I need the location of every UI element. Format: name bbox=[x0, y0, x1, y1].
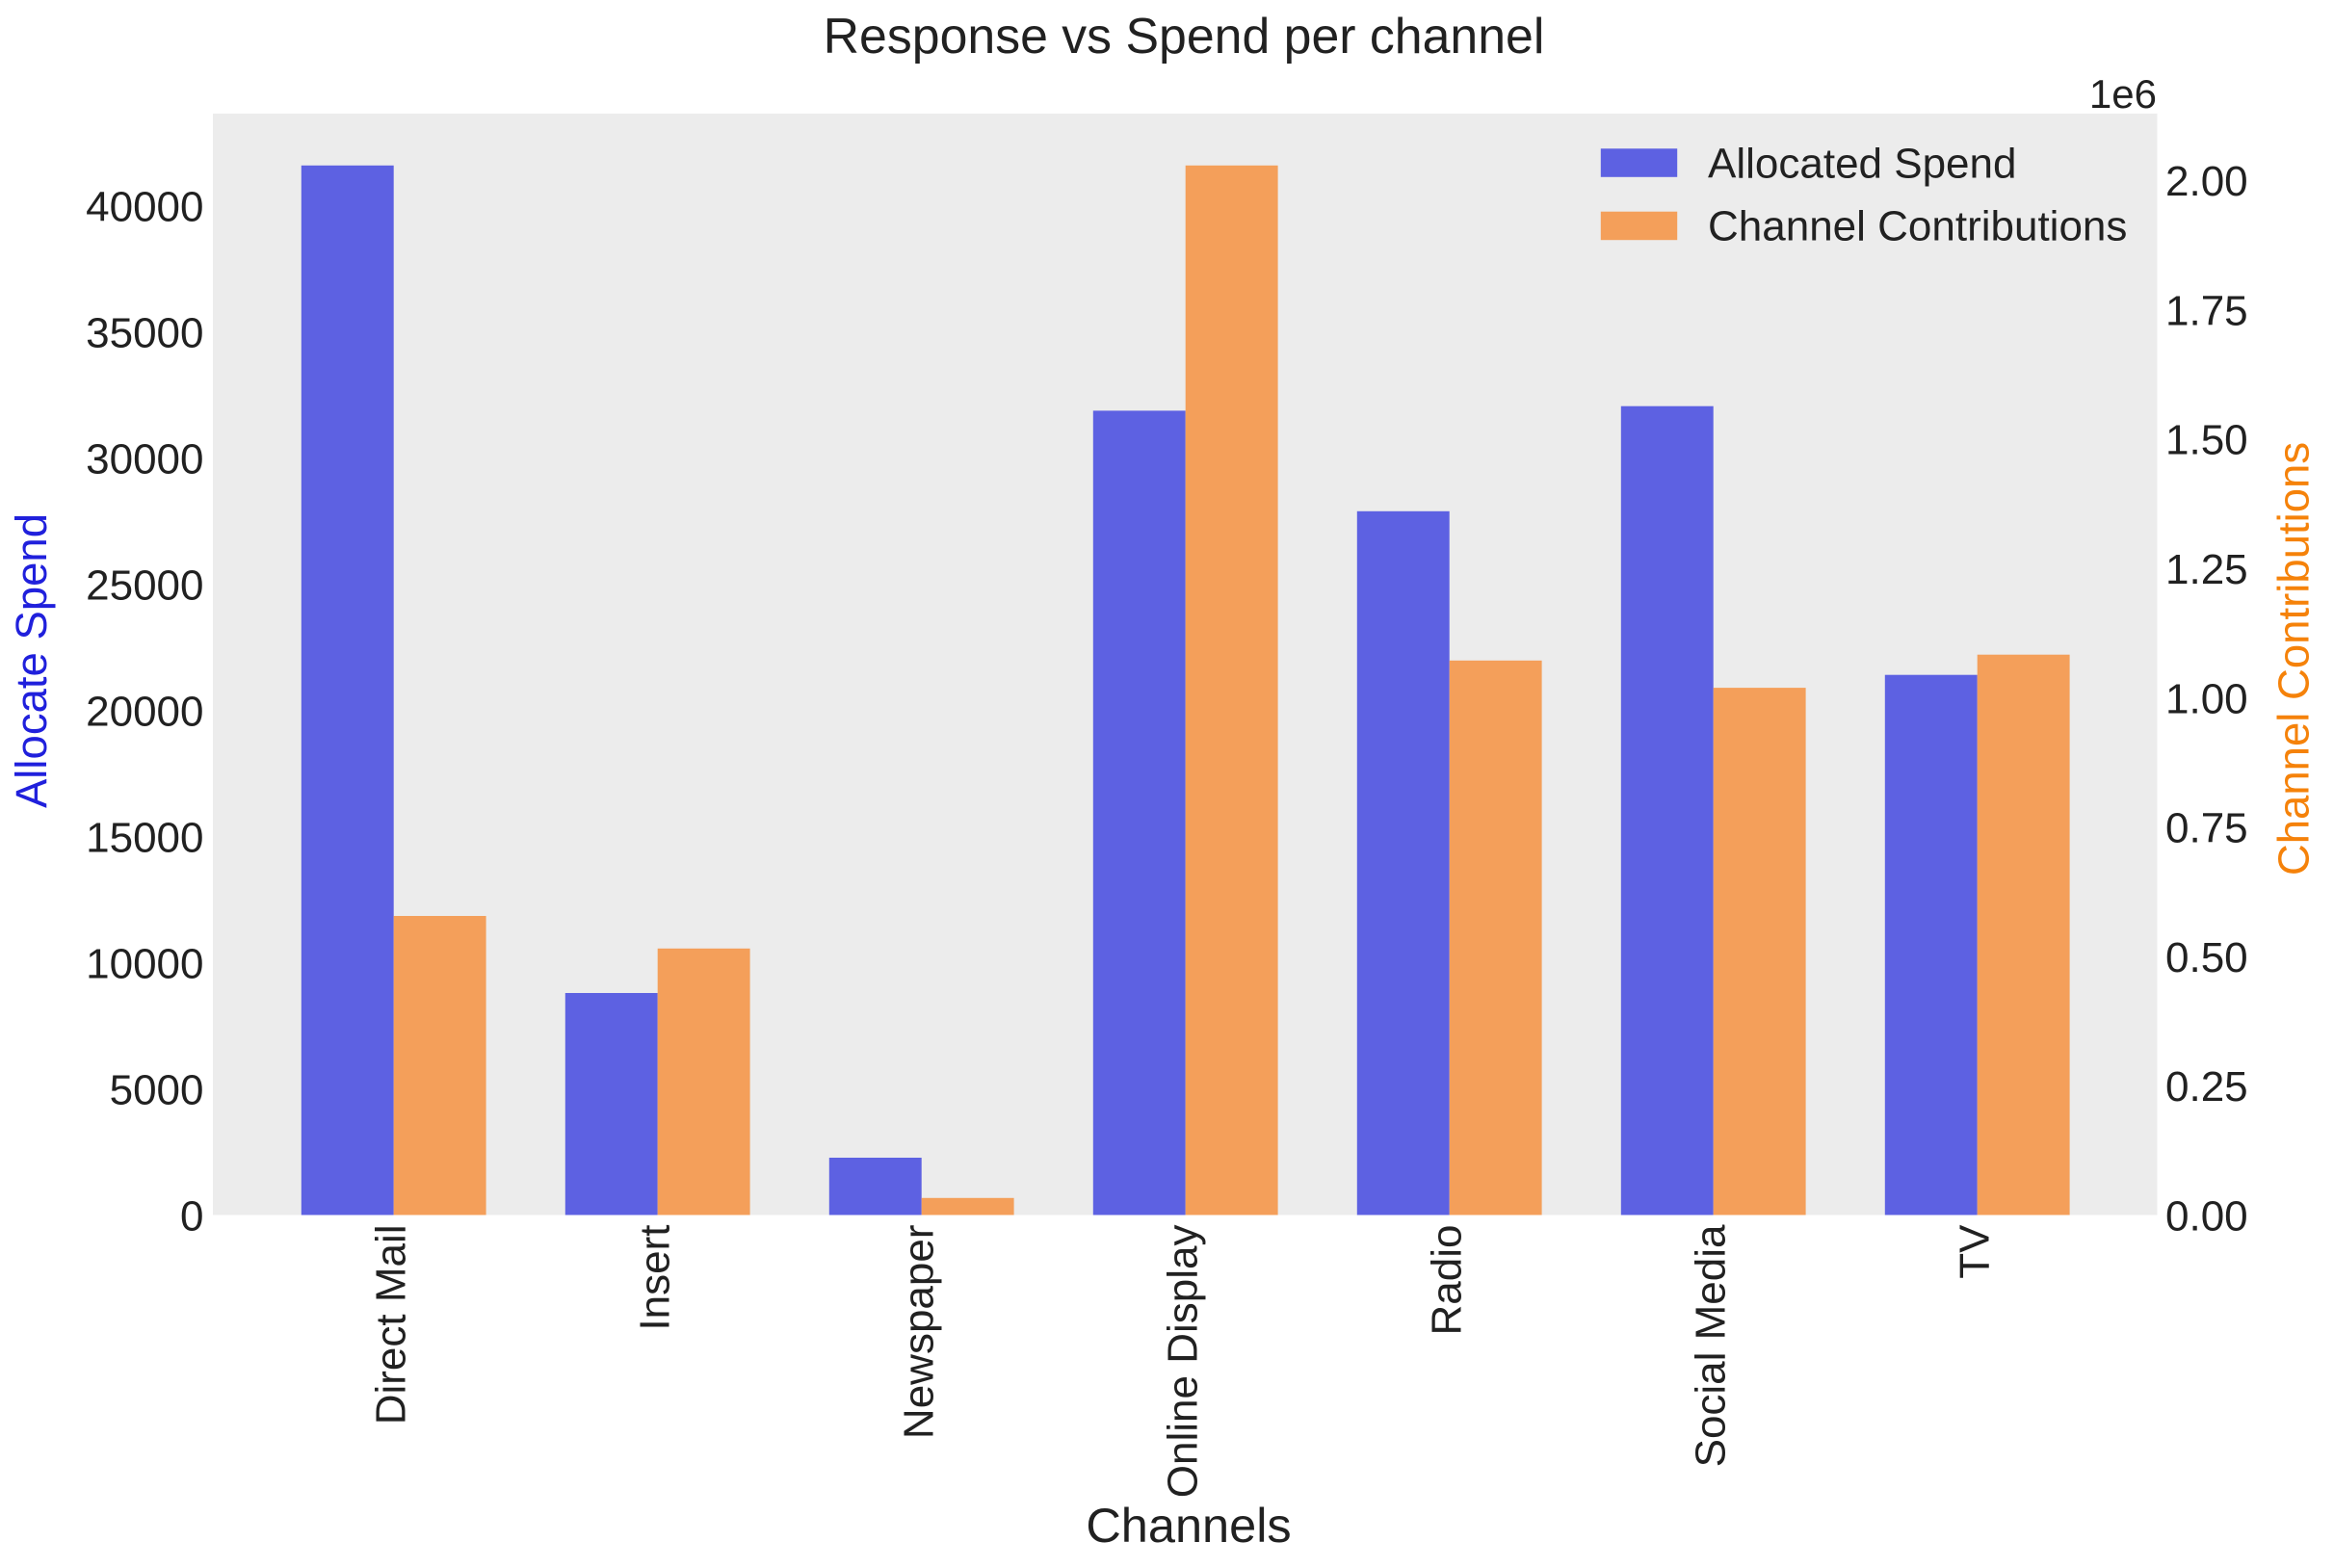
svg-text:Newspaper: Newspaper bbox=[896, 1225, 943, 1440]
svg-text:2.00: 2.00 bbox=[2165, 158, 2248, 205]
svg-text:25000: 25000 bbox=[86, 562, 203, 609]
svg-text:20000: 20000 bbox=[86, 689, 203, 736]
svg-text:10000: 10000 bbox=[86, 941, 203, 988]
svg-text:30000: 30000 bbox=[86, 435, 203, 483]
svg-text:0.50: 0.50 bbox=[2165, 934, 2248, 981]
svg-text:1.75: 1.75 bbox=[2165, 287, 2248, 334]
svg-text:Channels: Channels bbox=[1086, 1498, 1291, 1553]
svg-text:TV: TV bbox=[1952, 1224, 1999, 1279]
svg-text:40000: 40000 bbox=[86, 183, 203, 230]
svg-text:Social Media: Social Media bbox=[1688, 1224, 1735, 1467]
svg-text:Radio: Radio bbox=[1424, 1225, 1471, 1336]
svg-text:Direct Mail: Direct Mail bbox=[368, 1225, 415, 1425]
svg-text:35000: 35000 bbox=[86, 309, 203, 356]
svg-text:0.00: 0.00 bbox=[2165, 1193, 2248, 1241]
svg-text:1.00: 1.00 bbox=[2165, 675, 2248, 722]
svg-text:Insert: Insert bbox=[632, 1225, 679, 1331]
svg-text:1.25: 1.25 bbox=[2165, 546, 2248, 593]
svg-text:0: 0 bbox=[180, 1193, 203, 1241]
svg-text:0.75: 0.75 bbox=[2165, 805, 2248, 852]
svg-text:0.25: 0.25 bbox=[2165, 1063, 2248, 1111]
svg-text:5000: 5000 bbox=[110, 1067, 204, 1114]
svg-text:1e6: 1e6 bbox=[2089, 71, 2157, 117]
svg-text:Allocate Spend: Allocate Spend bbox=[7, 513, 56, 808]
svg-text:Channel Contributions: Channel Contributions bbox=[1708, 203, 2127, 250]
svg-text:Channel Contributions: Channel Contributions bbox=[2269, 442, 2319, 875]
svg-text:1.50: 1.50 bbox=[2165, 417, 2248, 464]
svg-text:15000: 15000 bbox=[86, 815, 203, 862]
svg-text:Allocated Spend: Allocated Spend bbox=[1708, 140, 2016, 187]
svg-text:Response vs Spend per channel: Response vs Spend per channel bbox=[824, 8, 1545, 64]
svg-text:Online Display: Online Display bbox=[1160, 1225, 1207, 1499]
